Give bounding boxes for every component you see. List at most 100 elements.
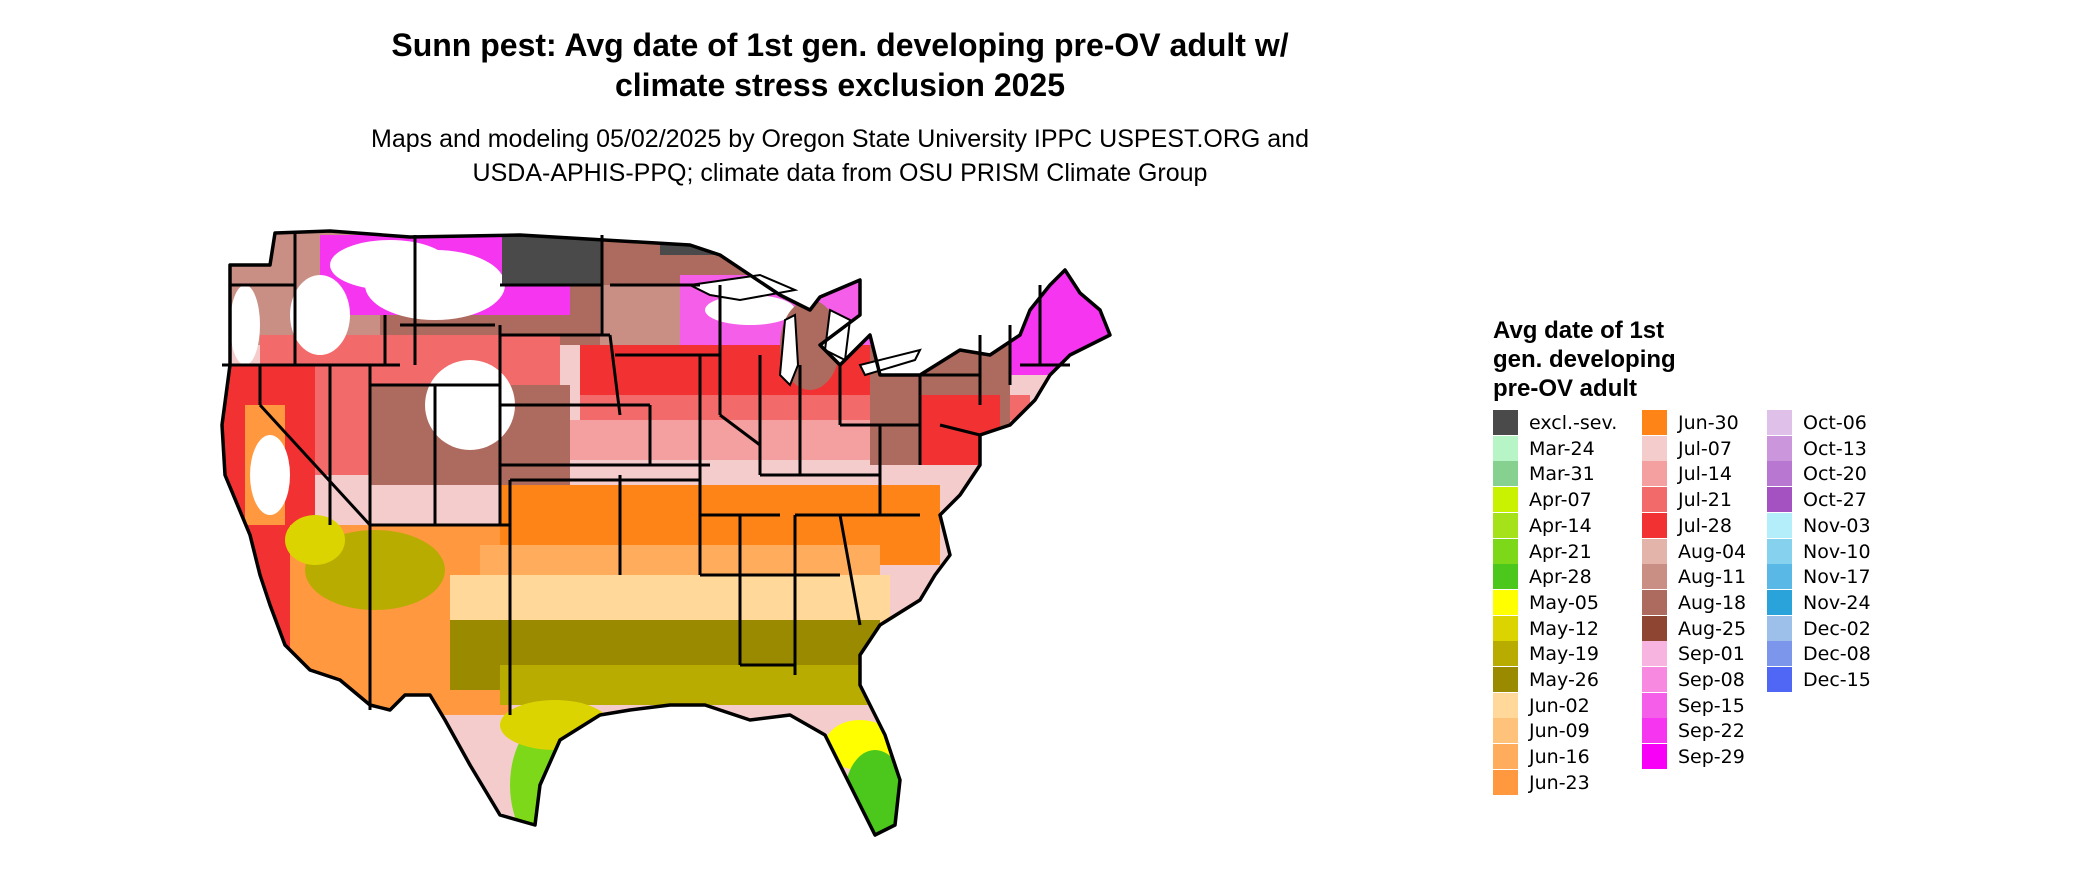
- legend-swatch: [1642, 589, 1667, 615]
- legend-swatch: [1493, 615, 1518, 641]
- legend-label: Oct-06: [1803, 412, 1867, 434]
- legend-swatch: [1767, 538, 1792, 564]
- region-colorado-river: [285, 515, 345, 565]
- legend-title-line-1: Avg date of 1st: [1493, 317, 1665, 344]
- legend-swatch: [1493, 435, 1518, 461]
- us-map: [220, 225, 1470, 890]
- legend-label: Apr-21: [1529, 540, 1592, 563]
- legend-label: Jun-16: [1529, 746, 1590, 769]
- legend-label: May-26: [1529, 669, 1599, 691]
- legend-label: Nov-10: [1803, 540, 1871, 563]
- map-title-line-1: Sunn pest: Avg date of 1st gen. developi…: [391, 27, 1289, 63]
- us-outline: [220, 229, 1112, 837]
- region-sierra-white: [250, 435, 290, 515]
- legend-swatch: [1642, 615, 1667, 641]
- region-gulf-coast-low: [500, 665, 880, 705]
- lake-erie: [858, 348, 922, 377]
- legend-label: Aug-11: [1678, 566, 1747, 589]
- legend-label: Oct-13: [1803, 437, 1867, 460]
- region-idaho-white: [290, 275, 350, 355]
- legend-label: Sep-08: [1678, 669, 1745, 691]
- legend-swatch: [1642, 564, 1667, 590]
- legend-swatch: [1642, 512, 1667, 538]
- state-boundaries: [222, 233, 1070, 715]
- legend-label: May-12: [1529, 617, 1599, 640]
- legend-label: Oct-20: [1803, 463, 1867, 486]
- legend-swatch: [1642, 461, 1667, 487]
- legend-label: Apr-07: [1529, 489, 1592, 512]
- legend-label: Aug-04: [1678, 540, 1747, 563]
- region-cascades-white: [230, 285, 260, 365]
- legend-swatch: [1493, 667, 1518, 692]
- map-subtitle-line-1: Maps and modeling 05/02/2025 by Oregon S…: [371, 125, 1309, 153]
- legend-swatch: [1493, 641, 1518, 667]
- legend-swatch: [1642, 538, 1667, 564]
- legend-swatch: [1767, 410, 1792, 435]
- legend-label: May-19: [1529, 643, 1599, 666]
- legend-swatch: [1493, 461, 1518, 487]
- legend-label: Nov-24: [1803, 591, 1871, 614]
- legend-swatch: [1493, 538, 1518, 564]
- legend-label: Mar-31: [1529, 463, 1595, 486]
- legend-swatch: [1767, 435, 1792, 461]
- legend-title: Avg date of 1st gen. developing pre-OV a…: [1493, 316, 1753, 403]
- legend-label: Mar-24: [1529, 437, 1595, 460]
- legend-label: Nov-17: [1803, 566, 1871, 589]
- legend-label: Jun-02: [1529, 694, 1590, 717]
- legend-swatch: [1642, 667, 1667, 692]
- legend-label: Jul-21: [1678, 489, 1732, 512]
- legend-label: Jul-28: [1678, 514, 1732, 537]
- region-up-white: [705, 295, 795, 325]
- legend-label: Sep-29: [1678, 746, 1745, 769]
- legend-swatch: [1642, 641, 1667, 667]
- legend-label: Nov-03: [1803, 514, 1871, 537]
- lake-michigan: [778, 313, 800, 387]
- legend-swatch: [1493, 769, 1518, 795]
- lake-superior: [686, 273, 799, 302]
- legend-swatch: [1493, 718, 1518, 744]
- map-subtitle-line-2: USDA-APHIS-PPQ; climate data from OSU PR…: [472, 159, 1208, 187]
- legend-label: Jun-23: [1529, 771, 1590, 794]
- legend-label: Aug-25: [1678, 617, 1747, 640]
- region-montana-white: [330, 240, 450, 290]
- legend-label: Sep-01: [1678, 643, 1745, 666]
- legend-label: Dec-15: [1803, 669, 1871, 691]
- legend-swatch: [1767, 461, 1792, 487]
- legend-label: Apr-28: [1529, 566, 1592, 589]
- legend-swatch: [1767, 564, 1792, 590]
- legend-label: Jun-30: [1678, 412, 1739, 434]
- legend-swatch: [1767, 615, 1792, 641]
- legend-label: Jul-14: [1678, 463, 1732, 486]
- legend-label: Jul-07: [1678, 437, 1732, 460]
- legend-label: excl.-sev.: [1529, 412, 1618, 434]
- legend-swatch: [1493, 410, 1518, 435]
- legend-label: Jun-09: [1529, 720, 1590, 743]
- legend-swatch: [1642, 718, 1667, 744]
- legend-title-line-2: gen. developing: [1493, 346, 1676, 373]
- legend-swatch: [1767, 487, 1792, 513]
- legend-swatch: [1493, 589, 1518, 615]
- map-title-line-2: climate stress exclusion 2025: [614, 67, 1066, 103]
- legend-title-line-3: pre-OV adult: [1493, 375, 1638, 402]
- legend-swatch: [1642, 692, 1667, 718]
- legend-label: Oct-27: [1803, 489, 1867, 512]
- legend-swatch: [1642, 435, 1667, 461]
- legend-swatch: [1642, 487, 1667, 513]
- legend-label: Aug-18: [1678, 591, 1747, 614]
- legend-label: Dec-02: [1803, 617, 1871, 640]
- legend-swatch: [1642, 744, 1667, 770]
- legend-label: May-05: [1529, 591, 1599, 614]
- legend-swatch: [1493, 744, 1518, 770]
- legend-swatch: [1493, 487, 1518, 513]
- legend-label: Dec-08: [1803, 643, 1871, 666]
- legend-swatch: [1767, 667, 1792, 692]
- legend-swatch: [1493, 564, 1518, 590]
- region-south-texas-coast: [500, 700, 610, 750]
- legend-label: Apr-14: [1529, 514, 1592, 537]
- legend-label: Sep-15: [1678, 694, 1745, 717]
- region-colorado-white: [425, 360, 515, 450]
- legend-swatch: [1493, 692, 1518, 718]
- legend-swatch: [1767, 589, 1792, 615]
- legend-swatch: [1642, 410, 1667, 435]
- legend-label: Sep-22: [1678, 720, 1745, 743]
